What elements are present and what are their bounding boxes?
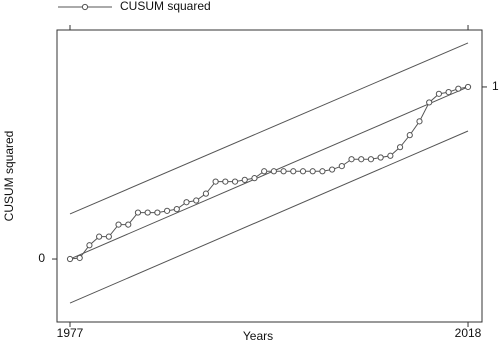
marker [299,168,307,175]
marker [416,118,423,125]
legend-marker [81,3,89,11]
marker [319,168,326,175]
marker [154,209,161,216]
marker [329,166,336,173]
x-tick-label: 2018 [455,326,482,340]
marker [212,178,219,185]
marker [144,209,151,216]
marker [426,99,433,106]
marker [406,132,413,139]
marker [377,154,384,161]
marker [464,83,472,91]
marker [222,178,229,185]
marker [96,233,103,240]
plot-frame [56,29,483,323]
marker [183,199,190,206]
marker [163,207,171,214]
marker [125,221,132,228]
y2-tick-label: 1 [492,79,499,93]
marker [76,254,83,262]
marker [86,242,93,249]
marker [280,168,287,175]
marker [231,178,239,185]
marker [445,89,452,96]
marker [367,156,375,163]
marker [193,197,200,204]
reference-line [69,42,469,215]
marker [455,85,462,92]
marker [105,233,112,240]
marker [270,168,277,175]
x-tick-label: 1977 [57,326,84,340]
marker [173,206,180,213]
reference-line [69,130,469,304]
y-axis-label: CUSUM squared [2,131,16,222]
y-tick-label: 0 [38,251,45,265]
reference-line [69,86,469,260]
marker [348,156,355,163]
marker [358,156,365,163]
marker [338,163,345,170]
marker [66,255,74,263]
marker [251,175,258,182]
marker [134,209,142,216]
marker [309,168,316,175]
marker [435,90,442,97]
marker [290,168,297,175]
marker [396,144,404,151]
marker [202,190,210,197]
legend-label: CUSUM squared [120,0,211,13]
x-axis-label: Years [243,329,273,343]
marker [387,152,394,159]
marker [261,168,268,175]
marker [241,176,248,183]
marker [115,221,122,228]
